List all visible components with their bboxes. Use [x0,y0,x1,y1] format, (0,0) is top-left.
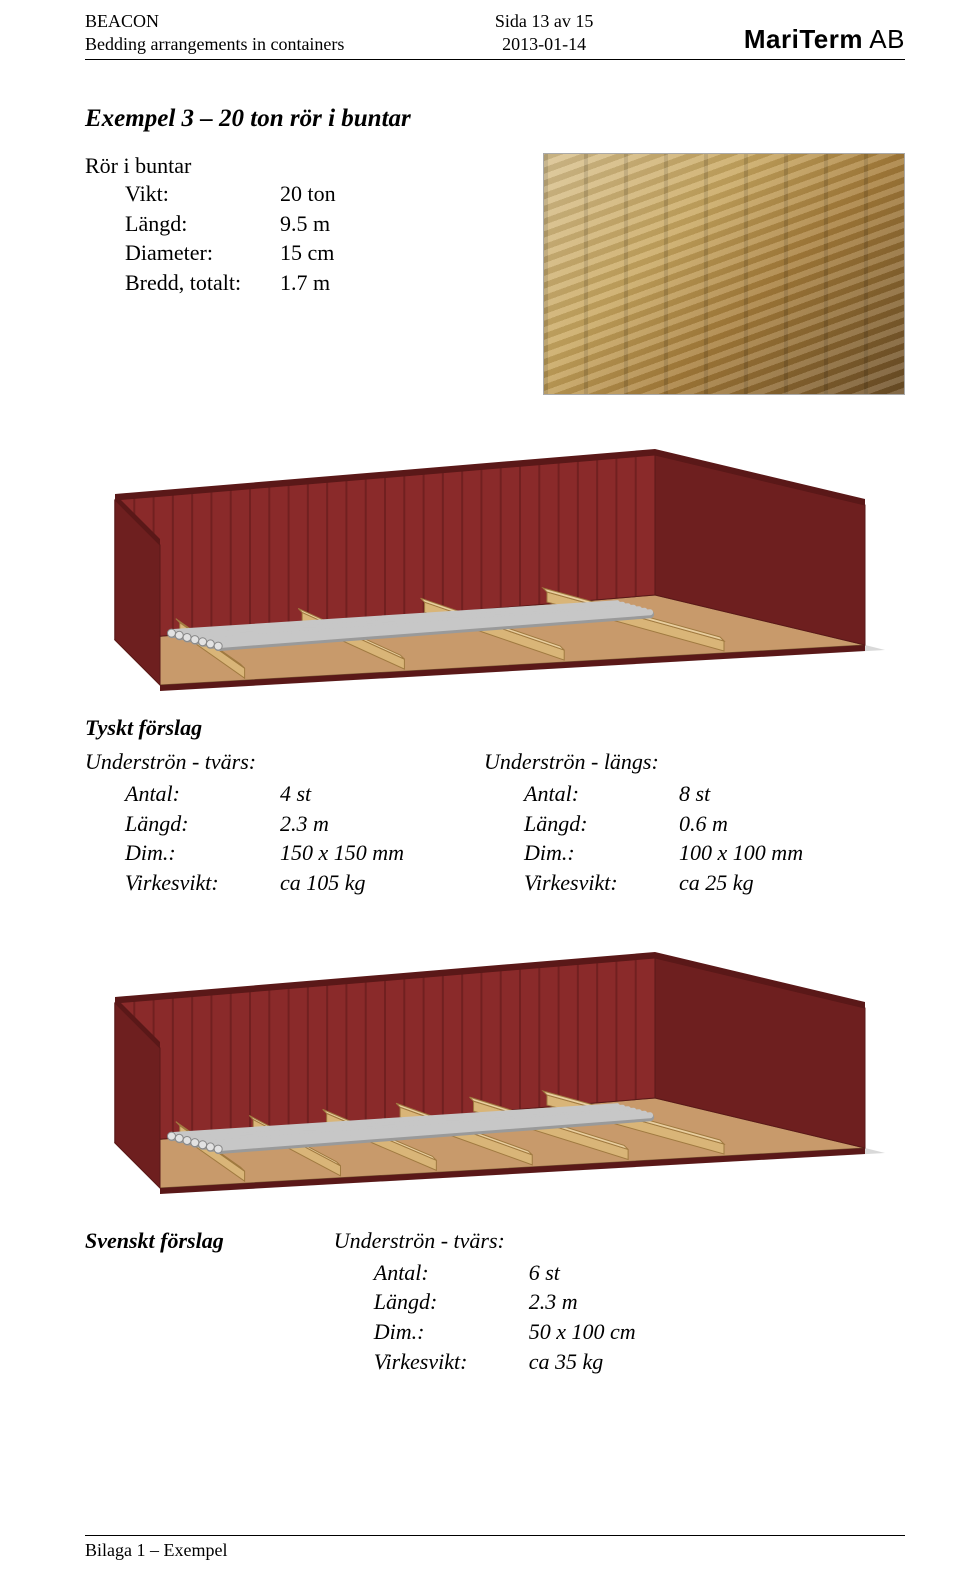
intro-row: Rör i buntar Vikt:20 ton Längd:9.5 m Dia… [85,153,905,395]
kv-label: Dim.: [524,838,679,868]
swedish-row: Svenskt förslag Underströn - tvärs: Anta… [85,1228,905,1377]
kv-value: 150 x 150 mm [280,838,404,868]
kv-row: Dim.:100 x 100 mm [524,838,803,868]
kv-row: Längd:2.3 m [125,809,404,839]
page-header: BEACON Bedding arrangements in container… [85,10,905,57]
brand-main: MariTerm [744,24,863,54]
kv-label: Antal: [524,779,679,809]
german-tvars-kv: Antal:4 st Längd:2.3 m Dim.:150 x 150 mm… [125,779,404,898]
kv-value: 15 cm [280,238,334,268]
kv-label: Antal: [125,779,280,809]
header-left: BEACON Bedding arrangements in container… [85,10,344,55]
swedish-tvars-heading: Underströn - tvärs: [334,1228,636,1254]
kv-row: Antal:6 st [374,1258,636,1288]
header-subtitle: Bedding arrangements in containers [85,33,344,56]
kv-label: Virkesvikt: [524,868,679,898]
header-title: BEACON [85,10,344,33]
kv-row: Virkesvikt:ca 25 kg [524,868,803,898]
kv-row: Dim.:50 x 100 cm [374,1317,636,1347]
kv-row: Längd:0.6 m [524,809,803,839]
page-footer: Bilaga 1 – Exempel [85,1535,905,1561]
container-illustration-swedish [95,928,895,1198]
kv-value: 20 ton [280,179,336,209]
kv-value: 4 st [280,779,311,809]
kv-label: Antal: [374,1258,529,1288]
header-rule [85,59,905,60]
kv-label: Diameter: [125,238,280,268]
header-center: Sida 13 av 15 2013-01-14 [495,10,594,55]
kv-row: Bredd, totalt:1.7 m [125,268,336,298]
header-page-number: Sida 13 av 15 [495,10,594,33]
german-langs-heading: Underströn - längs: [484,749,803,775]
kv-value: 2.3 m [529,1287,578,1317]
kv-label: Längd: [125,209,280,239]
german-columns: Underströn - tvärs: Antal:4 st Längd:2.3… [85,749,905,898]
kv-value: 50 x 100 cm [529,1317,636,1347]
container-svg [95,928,895,1198]
kv-label: Bredd, totalt: [125,268,280,298]
intro-block: Rör i buntar Vikt:20 ton Längd:9.5 m Dia… [85,153,336,298]
kv-value: 100 x 100 mm [679,838,803,868]
swedish-tvars-kv: Antal:6 st Längd:2.3 m Dim.:50 x 100 cm … [374,1258,636,1377]
kv-value: 2.3 m [280,809,329,839]
kv-row: Längd:9.5 m [125,209,336,239]
brand-logo: MariTerm AB [744,23,905,56]
german-heading: Tyskt förslag [85,715,905,741]
brand-suffix: AB [863,24,905,54]
photo-pipes-in-container [543,153,905,395]
german-tvars: Underströn - tvärs: Antal:4 st Längd:2.3… [85,749,404,898]
header-date: 2013-01-14 [495,33,594,56]
kv-label: Längd: [374,1287,529,1317]
container-svg [95,425,895,695]
kv-row: Diameter:15 cm [125,238,336,268]
kv-label: Längd: [125,809,280,839]
footer-text: Bilaga 1 – Exempel [85,1540,905,1561]
kv-label: Virkesvikt: [125,868,280,898]
german-tvars-heading: Underströn - tvärs: [85,749,404,775]
kv-label: Vikt: [125,179,280,209]
intro-heading: Rör i buntar [85,153,336,179]
kv-value: 9.5 m [280,209,330,239]
example-title: Exempel 3 – 20 ton rör i buntar [85,105,905,133]
kv-value: ca 35 kg [529,1347,604,1377]
container-illustration-german [95,425,895,695]
kv-label: Virkesvikt: [374,1347,529,1377]
kv-row: Längd:2.3 m [374,1287,636,1317]
kv-value: ca 105 kg [280,868,366,898]
kv-row: Virkesvikt:ca 35 kg [374,1347,636,1377]
kv-row: Virkesvikt:ca 105 kg [125,868,404,898]
kv-row: Antal:4 st [125,779,404,809]
swedish-heading: Svenskt förslag [85,1228,224,1254]
kv-row: Dim.:150 x 150 mm [125,838,404,868]
german-langs-kv: Antal:8 st Längd:0.6 m Dim.:100 x 100 mm… [524,779,803,898]
kv-value: 0.6 m [679,809,728,839]
kv-label: Dim.: [374,1317,529,1347]
german-langs: Underströn - längs: Antal:8 st Längd:0.6… [484,749,803,898]
swedish-tvars: Underströn - tvärs: Antal:6 st Längd:2.3… [334,1228,636,1377]
kv-row: Vikt:20 ton [125,179,336,209]
kv-value: ca 25 kg [679,868,754,898]
kv-label: Dim.: [125,838,280,868]
footer-rule [85,1535,905,1536]
kv-value: 1.7 m [280,268,330,298]
kv-value: 8 st [679,779,710,809]
kv-row: Antal:8 st [524,779,803,809]
kv-value: 6 st [529,1258,560,1288]
intro-kv: Vikt:20 ton Längd:9.5 m Diameter:15 cm B… [125,179,336,298]
kv-label: Längd: [524,809,679,839]
